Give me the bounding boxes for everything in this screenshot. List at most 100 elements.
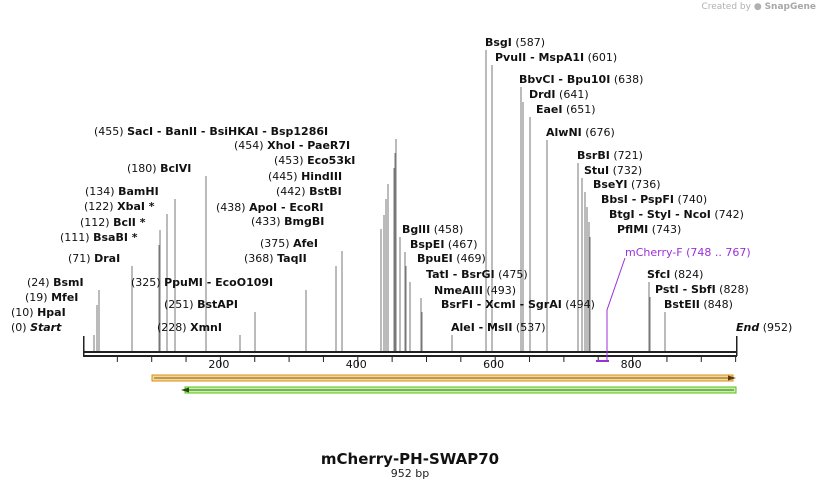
site-enzyme-names: BamHI	[118, 185, 159, 198]
site-position: (493)	[486, 284, 516, 297]
site-enzyme-names: BstBI	[309, 185, 342, 198]
site-position: (736)	[631, 178, 661, 191]
site-enzyme-names: TaqII	[277, 252, 307, 265]
site-label[interactable]: (453) Eco53kI	[274, 154, 355, 167]
site-enzyme-names: BpuEI	[417, 252, 453, 265]
site-enzyme-names: PflMI	[617, 223, 648, 236]
site-enzyme-names: AlwNI	[546, 126, 582, 139]
site-label[interactable]: TatI - BsrGI (475)	[426, 268, 528, 281]
site-label[interactable]: PstI - SbfI (828)	[655, 283, 749, 296]
site-position: (469)	[456, 252, 486, 265]
site-label[interactable]: (442) BstBI	[276, 185, 342, 198]
ruler-label: 600	[483, 358, 504, 371]
site-position: (325)	[131, 276, 161, 289]
credit-brand: SnapGene	[764, 2, 816, 12]
site-enzyme-names: XbaI *	[117, 200, 155, 213]
site-label[interactable]: (71) DraI	[68, 252, 120, 265]
site-position: (10)	[11, 306, 34, 319]
site-label[interactable]: (445) HindIII	[268, 170, 342, 183]
site-position: (721)	[613, 149, 643, 162]
forward-feature-arrow[interactable]	[151, 374, 736, 382]
site-position: (638)	[614, 73, 644, 86]
site-leader-lines	[93, 50, 666, 351]
site-position: (587)	[515, 36, 545, 49]
site-position: (112)	[80, 216, 110, 229]
site-enzyme-names: SacI - BanII - BsiHKAI - Bsp1286I	[127, 125, 328, 138]
site-label[interactable]: (375) AfeI	[260, 237, 318, 250]
site-enzyme-names: StuI	[584, 164, 609, 177]
site-label[interactable]: BsrFI - XcmI - SgrAI (494)	[441, 298, 595, 311]
site-enzyme-names: EaeI	[536, 103, 563, 116]
site-enzyme-names: DraI	[94, 252, 120, 265]
site-position: (651)	[566, 103, 596, 116]
site-label[interactable]: NmeAIII (493)	[434, 284, 516, 297]
site-label[interactable]: AleI - MslI (537)	[451, 321, 546, 334]
site-position: (824)	[674, 268, 704, 281]
site-label[interactable]: (438) ApoI - EcoRI	[216, 201, 324, 214]
site-label[interactable]: SfcI (824)	[647, 268, 703, 281]
site-position: (601)	[588, 51, 618, 64]
site-label[interactable]: (111) BsaBI *	[60, 231, 138, 244]
site-label[interactable]: BbvCI - Bpu10I (638)	[519, 73, 643, 86]
site-label[interactable]: DrdI (641)	[529, 88, 589, 101]
site-label[interactable]: (180) BclVI	[127, 162, 191, 175]
site-label[interactable]: BtgI - StyI - NcoI (742)	[609, 208, 744, 221]
site-label[interactable]: PflMI (743)	[617, 223, 681, 236]
site-position: (455)	[94, 125, 124, 138]
site-label[interactable]: (455) SacI - BanII - BsiHKAI - Bsp1286I	[94, 125, 328, 138]
site-enzyme-names: BclI *	[113, 216, 146, 229]
site-label[interactable]: BglII (458)	[402, 223, 463, 236]
site-label[interactable]: PvuII - MspA1I (601)	[495, 51, 617, 64]
primer-feature[interactable]: mCherry-F (748 .. 767)	[596, 246, 751, 362]
site-label[interactable]: BspEI (467)	[410, 238, 478, 251]
site-position: (453)	[274, 154, 304, 167]
ruler-label: 800	[621, 358, 642, 371]
site-position: (438)	[216, 201, 246, 214]
site-label[interactable]: (24) BsmI	[27, 276, 84, 289]
site-position: (641)	[559, 88, 589, 101]
map-length: 952 bp	[390, 467, 430, 480]
site-label[interactable]: BsrBI (721)	[577, 149, 643, 162]
site-position: (19)	[25, 291, 48, 304]
site-label[interactable]: BpuEI (469)	[417, 252, 486, 265]
site-label[interactable]: AlwNI (676)	[546, 126, 615, 139]
sequence-backbone	[83, 336, 738, 357]
site-position: (537)	[516, 321, 546, 334]
site-label[interactable]: StuI (732)	[584, 164, 642, 177]
site-label[interactable]: (134) BamHI	[85, 185, 159, 198]
site-label[interactable]: EaeI (651)	[536, 103, 596, 116]
reverse-feature-arrow[interactable]	[181, 386, 737, 394]
site-label[interactable]: (112) BclI *	[80, 216, 146, 229]
site-enzyme-names: BbvCI - Bpu10I	[519, 73, 610, 86]
end-label: End (952)	[736, 321, 792, 334]
site-label[interactable]: (19) MfeI	[25, 291, 78, 304]
site-position: (848)	[703, 298, 733, 311]
site-enzyme-names: DrdI	[529, 88, 556, 101]
site-label[interactable]: BsgI (587)	[485, 36, 545, 49]
site-position: (494)	[565, 298, 595, 311]
snapgene-credit: Created by ● SnapGene	[701, 2, 816, 12]
site-position: (122)	[84, 200, 114, 213]
site-label[interactable]: BbsI - PspFI (740)	[601, 193, 707, 206]
site-label[interactable]: BstEII (848)	[664, 298, 733, 311]
site-enzyme-names: SfcI	[647, 268, 670, 281]
site-label[interactable]: (228) XmnI	[157, 321, 222, 334]
site-label[interactable]: (433) BmgBI	[251, 215, 324, 228]
site-label[interactable]: (122) XbaI *	[84, 200, 155, 213]
ruler-label: 200	[208, 358, 229, 371]
position-ruler: 200 400 600 800	[116, 357, 737, 371]
site-position: (251)	[164, 298, 194, 311]
site-label[interactable]: (251) BstAPI	[164, 298, 238, 311]
site-label[interactable]: BseYI (736)	[593, 178, 661, 191]
site-position: (467)	[448, 238, 478, 251]
site-enzyme-names: BmgBI	[284, 215, 324, 228]
site-position: (475)	[498, 268, 528, 281]
site-enzyme-names: Eco53kI	[307, 154, 355, 167]
site-enzyme-names: BspEI	[410, 238, 444, 251]
site-enzyme-names: BtgI - StyI - NcoI	[609, 208, 711, 221]
site-labels: (10) HpaI (19) MfeI (24) BsmI (71) DraI (111…	[11, 36, 749, 334]
site-label[interactable]: (325) PpuMI - EcoO109I	[131, 276, 273, 289]
site-label[interactable]: (368) TaqII	[244, 252, 307, 265]
site-label[interactable]: (10) HpaI	[11, 306, 66, 319]
site-label[interactable]: (454) XhoI - PaeR7I	[234, 139, 350, 152]
